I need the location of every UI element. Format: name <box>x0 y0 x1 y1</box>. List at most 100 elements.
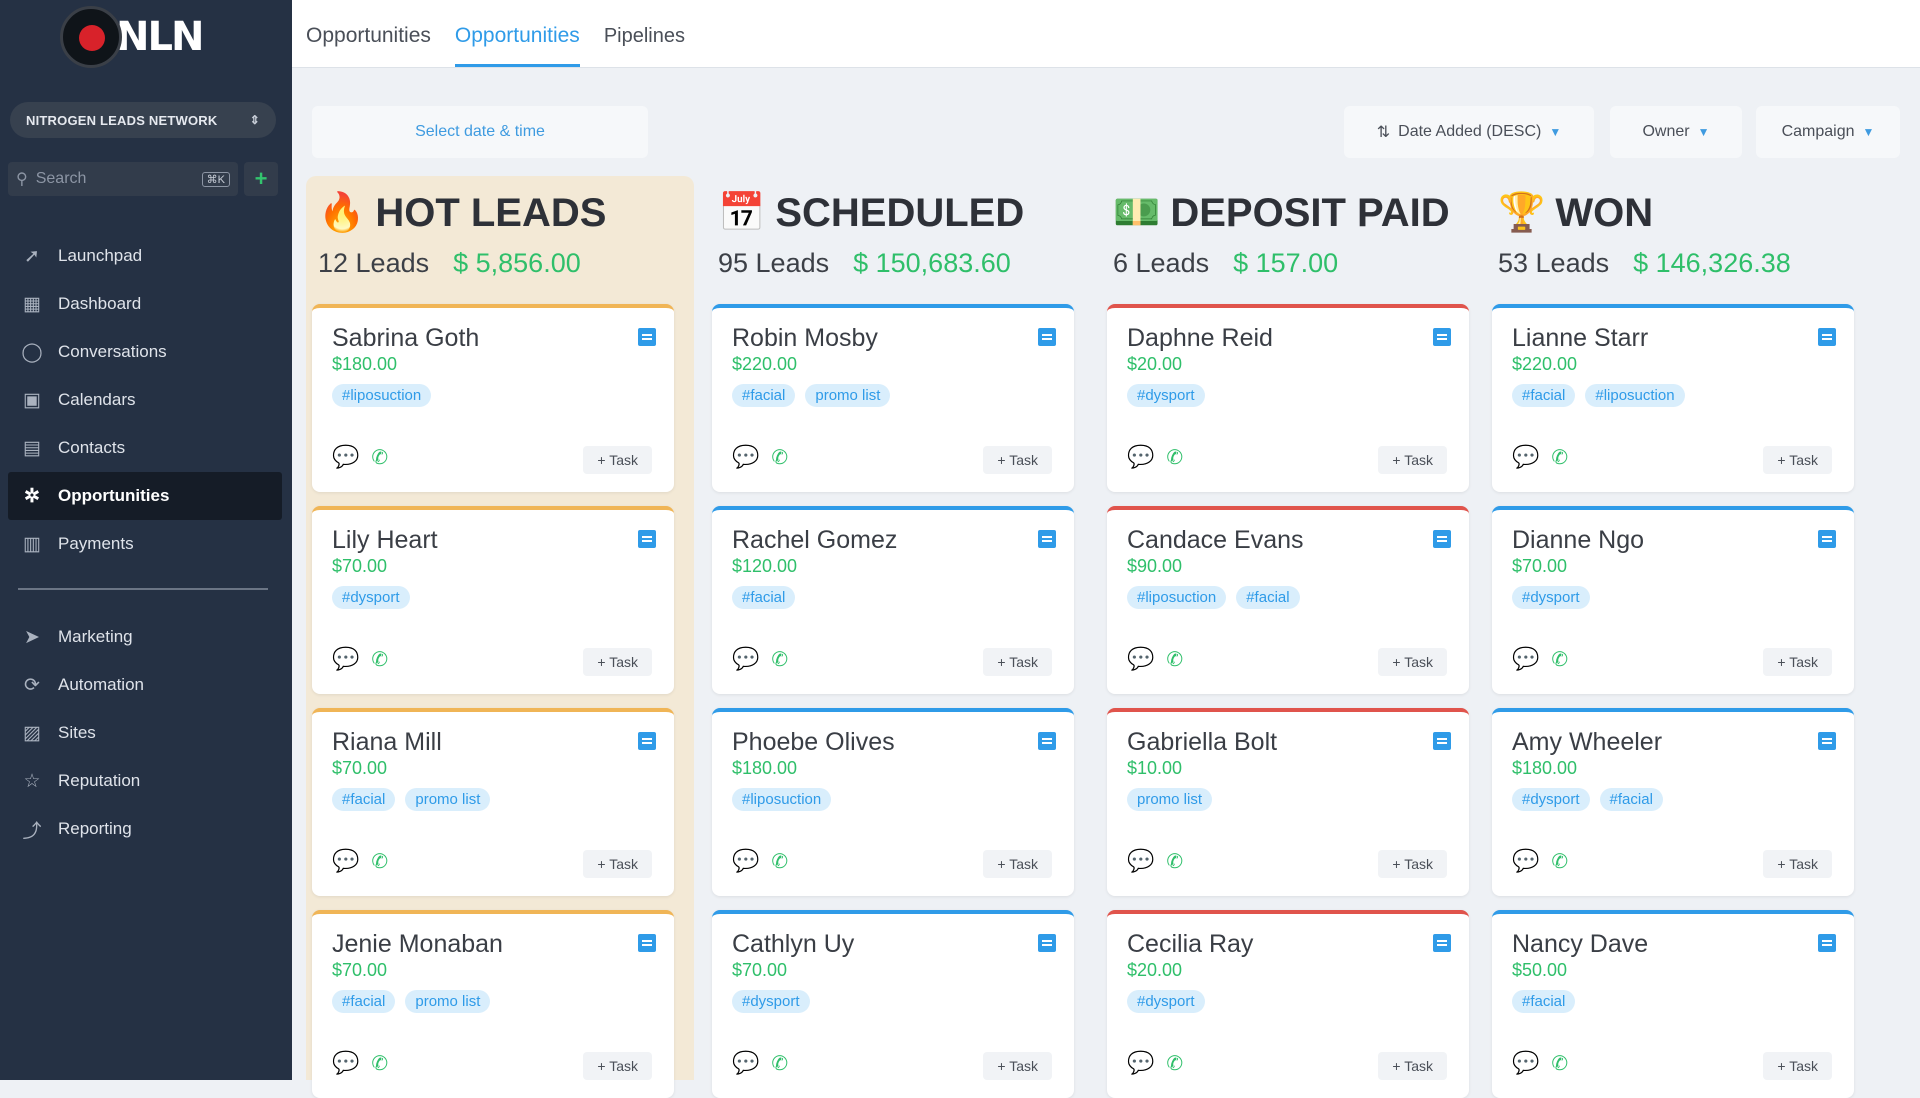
message-icon[interactable]: 💬 <box>332 444 360 469</box>
message-icon[interactable]: 💬 <box>732 1050 760 1075</box>
contact-name[interactable]: Lianne Starr <box>1512 324 1649 352</box>
message-icon[interactable]: 💬 <box>1512 646 1540 671</box>
sidebar-item-sites[interactable]: ▨ Sites <box>8 709 282 757</box>
message-icon[interactable]: 💬 <box>732 444 760 469</box>
contact-name[interactable]: Robin Mosby <box>732 324 878 352</box>
notes-icon[interactable] <box>638 934 656 952</box>
contact-name[interactable]: Dianne Ngo <box>1512 526 1645 554</box>
opportunity-card[interactable]: Jenie Monaban $70.00 #facial promo list 💬 ✆ + … <box>312 910 674 1098</box>
opportunity-card[interactable]: Lianne Starr $220.00 #facial #liposuction 💬 ✆… <box>1492 304 1854 492</box>
sidebar-item-contacts[interactable]: ▤ Contacts <box>8 424 282 472</box>
notes-icon[interactable] <box>1433 732 1451 750</box>
owner-dropdown[interactable]: Owner ▼ <box>1610 106 1742 158</box>
tag-chip[interactable]: #facial <box>332 788 396 811</box>
add-task-button[interactable]: + Task <box>1378 1052 1447 1080</box>
opportunity-card[interactable]: Cathlyn Uy $70.00 #dysport 💬 ✆ + Task <box>712 910 1074 1098</box>
message-icon[interactable]: 💬 <box>1127 1050 1155 1075</box>
tag-chip[interactable]: #dysport <box>1127 384 1205 407</box>
notes-icon[interactable] <box>1433 530 1451 548</box>
add-task-button[interactable]: + Task <box>983 850 1052 878</box>
tag-chip[interactable]: #liposuction <box>732 788 832 811</box>
notes-icon[interactable] <box>1818 934 1836 952</box>
contact-name[interactable]: Riana Mill <box>332 728 442 756</box>
phone-icon[interactable]: ✆ <box>371 1052 389 1075</box>
phone-icon[interactable]: ✆ <box>1551 648 1569 671</box>
add-task-button[interactable]: + Task <box>983 648 1052 676</box>
search-input[interactable]: ⚲ Search ⌘K <box>8 162 238 196</box>
opportunity-card[interactable]: Phoebe Olives $180.00 #liposuction 💬 ✆ + Task <box>712 708 1074 896</box>
phone-icon[interactable]: ✆ <box>1166 648 1184 671</box>
contact-name[interactable]: Cecilia Ray <box>1127 930 1254 958</box>
phone-icon[interactable]: ✆ <box>771 648 789 671</box>
tag-chip[interactable]: #liposuction <box>1585 384 1685 407</box>
tag-chip[interactable]: promo list <box>805 384 891 407</box>
tag-chip[interactable]: #facial <box>332 990 396 1013</box>
opportunity-card[interactable]: Rachel Gomez $120.00 #facial 💬 ✆ + Task <box>712 506 1074 694</box>
message-icon[interactable]: 💬 <box>1127 646 1155 671</box>
notes-icon[interactable] <box>638 530 656 548</box>
opportunity-card[interactable]: Riana Mill $70.00 #facial promo list 💬 ✆ + Tas… <box>312 708 674 896</box>
date-range-picker[interactable]: Select date & time <box>312 106 648 158</box>
contact-name[interactable]: Jenie Monaban <box>332 930 503 958</box>
opportunity-card[interactable]: Amy Wheeler $180.00 #dysport #facial 💬 ✆ + Tas… <box>1492 708 1854 896</box>
opportunity-card[interactable]: Candace Evans $90.00 #liposuction #facial 💬 ✆… <box>1107 506 1469 694</box>
sidebar-item-reporting[interactable]: ⤴ Reporting <box>8 805 282 853</box>
tab-pipelines-2[interactable]: Pipelines <box>603 25 685 47</box>
app-logo[interactable]: NLN <box>60 6 204 68</box>
add-task-button[interactable]: + Task <box>583 850 652 878</box>
tag-chip[interactable]: #dysport <box>1512 788 1590 811</box>
add-task-button[interactable]: + Task <box>583 648 652 676</box>
opportunity-card[interactable]: Sabrina Goth $180.00 #liposuction 💬 ✆ + Task <box>312 304 674 492</box>
opportunity-card[interactable]: Lily Heart $70.00 #dysport 💬 ✆ + Task <box>312 506 674 694</box>
opportunity-card[interactable]: Nancy Dave $50.00 #facial 💬 ✆ + Task <box>1492 910 1854 1098</box>
notes-icon[interactable] <box>1038 934 1056 952</box>
tag-chip[interactable]: promo list <box>405 990 491 1013</box>
message-icon[interactable]: 💬 <box>1127 848 1155 873</box>
contact-name[interactable]: Phoebe Olives <box>732 728 895 756</box>
tag-chip[interactable]: #dysport <box>332 586 410 609</box>
notes-icon[interactable] <box>638 732 656 750</box>
phone-icon[interactable]: ✆ <box>371 648 389 671</box>
opportunity-card[interactable]: Dianne Ngo $70.00 #dysport 💬 ✆ + Task <box>1492 506 1854 694</box>
add-task-button[interactable]: + Task <box>583 1052 652 1080</box>
add-task-button[interactable]: + Task <box>1763 1052 1832 1080</box>
message-icon[interactable]: 💬 <box>1512 1050 1540 1075</box>
message-icon[interactable]: 💬 <box>1127 444 1155 469</box>
sidebar-item-reputation[interactable]: ☆ Reputation <box>8 757 282 805</box>
contact-name[interactable]: Gabriella Bolt <box>1127 728 1278 756</box>
tag-chip[interactable]: #facial <box>732 586 796 609</box>
notes-icon[interactable] <box>1038 328 1056 346</box>
phone-icon[interactable]: ✆ <box>1551 446 1569 469</box>
phone-icon[interactable]: ✆ <box>771 850 789 873</box>
tab-opportunities-1[interactable]: Opportunities <box>454 0 580 67</box>
add-task-button[interactable]: + Task <box>1763 850 1832 878</box>
message-icon[interactable]: 💬 <box>332 848 360 873</box>
contact-name[interactable]: Candace Evans <box>1127 526 1304 554</box>
notes-icon[interactable] <box>1433 328 1451 346</box>
tag-chip[interactable]: #facial <box>1236 586 1300 609</box>
opportunity-card[interactable]: Daphne Reid $20.00 #dysport 💬 ✆ + Task <box>1107 304 1469 492</box>
message-icon[interactable]: 💬 <box>732 848 760 873</box>
message-icon[interactable]: 💬 <box>1512 444 1540 469</box>
phone-icon[interactable]: ✆ <box>371 850 389 873</box>
phone-icon[interactable]: ✆ <box>771 446 789 469</box>
contact-name[interactable]: Amy Wheeler <box>1512 728 1663 756</box>
message-icon[interactable]: 💬 <box>332 646 360 671</box>
tag-chip[interactable]: promo list <box>1127 788 1213 811</box>
notes-icon[interactable] <box>1818 328 1836 346</box>
add-task-button[interactable]: + Task <box>983 446 1052 474</box>
contact-name[interactable]: Daphne Reid <box>1127 324 1273 352</box>
phone-icon[interactable]: ✆ <box>1166 1052 1184 1075</box>
contact-name[interactable]: Rachel Gomez <box>732 526 898 554</box>
add-task-button[interactable]: + Task <box>1378 446 1447 474</box>
opportunity-card[interactable]: Robin Mosby $220.00 #facial promo list 💬 ✆ + T… <box>712 304 1074 492</box>
phone-icon[interactable]: ✆ <box>371 446 389 469</box>
contact-name[interactable]: Cathlyn Uy <box>732 930 855 958</box>
notes-icon[interactable] <box>1038 732 1056 750</box>
tab-opportunities-0[interactable]: Opportunities <box>306 24 431 47</box>
sidebar-item-automation[interactable]: ⟳ Automation <box>8 661 282 709</box>
sidebar-item-launchpad[interactable]: ➚ Launchpad <box>8 232 282 280</box>
notes-icon[interactable] <box>1038 530 1056 548</box>
phone-icon[interactable]: ✆ <box>1551 850 1569 873</box>
tag-chip[interactable]: promo list <box>405 788 491 811</box>
